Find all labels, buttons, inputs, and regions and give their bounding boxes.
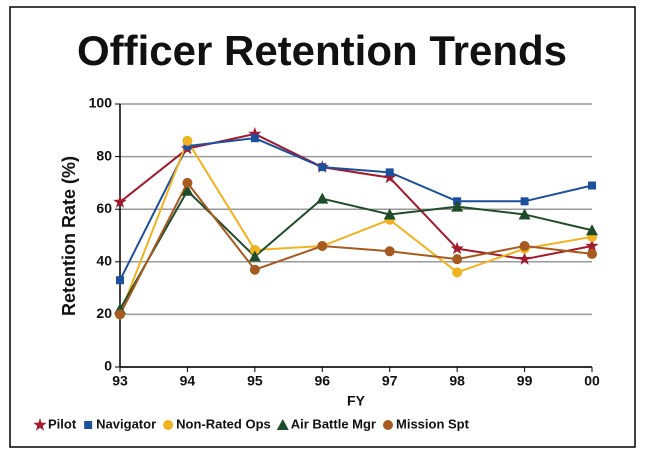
point — [182, 177, 193, 188]
legend-marker — [163, 420, 174, 430]
point — [520, 197, 529, 206]
point — [586, 224, 598, 236]
series-line — [119, 137, 593, 281]
point — [452, 254, 463, 265]
point — [384, 246, 395, 257]
point — [316, 192, 329, 204]
legend-marker — [383, 420, 393, 430]
point — [450, 241, 464, 255]
point — [248, 127, 262, 140]
legend-label: Air Battle Mgr — [291, 416, 376, 431]
legend-label: Navigator — [96, 416, 156, 431]
series-line — [119, 181, 593, 315]
series-line — [119, 132, 593, 261]
point — [115, 309, 125, 320]
y-tick-label: 40 — [96, 253, 112, 269]
legend-marker — [84, 421, 93, 429]
point — [517, 252, 532, 265]
x-tick-label: 99 — [517, 373, 533, 389]
x-tick-label: 93 — [112, 373, 128, 389]
y-tick-label: 80 — [96, 147, 112, 163]
point — [249, 244, 260, 255]
point — [250, 134, 259, 143]
x-tick-label: 96 — [314, 373, 330, 389]
point — [519, 241, 530, 252]
legend-label: Mission Spt — [396, 416, 470, 431]
x-tick-label: 94 — [180, 373, 196, 389]
point — [181, 184, 194, 196]
point — [383, 170, 397, 184]
point — [182, 135, 193, 146]
legend-label: Pilot — [48, 416, 77, 431]
y-tick-label: 60 — [96, 200, 112, 216]
point — [318, 163, 327, 172]
point — [113, 195, 127, 208]
x-tick-label: 97 — [382, 373, 398, 389]
point — [385, 168, 394, 177]
legend-label: Non-Rated Ops — [176, 416, 271, 431]
x-tick-label: 98 — [449, 373, 465, 389]
y-tick-label: 100 — [89, 95, 113, 111]
point — [317, 241, 328, 252]
point — [116, 276, 124, 285]
point — [248, 250, 261, 262]
point — [585, 239, 599, 252]
series-line — [119, 189, 593, 310]
x-tick-label: 00 — [584, 373, 600, 389]
y-axis-title: Retention Rate (%) — [59, 156, 79, 316]
y-tick-label: 20 — [96, 305, 112, 321]
chart-title: Officer Retention Trends — [77, 27, 567, 74]
point — [518, 208, 531, 220]
point — [587, 248, 597, 259]
x-tick-label: 95 — [247, 373, 263, 389]
legend-marker — [276, 419, 289, 430]
point — [451, 200, 464, 212]
point — [183, 142, 192, 151]
series-line — [119, 138, 593, 315]
point — [249, 264, 260, 275]
point — [383, 208, 396, 220]
y-tick-label: 0 — [104, 358, 112, 374]
legend-marker — [33, 418, 47, 431]
frame — [9, 6, 636, 448]
x-axis-title: FY — [347, 393, 366, 409]
point — [588, 181, 596, 190]
point — [452, 267, 463, 278]
